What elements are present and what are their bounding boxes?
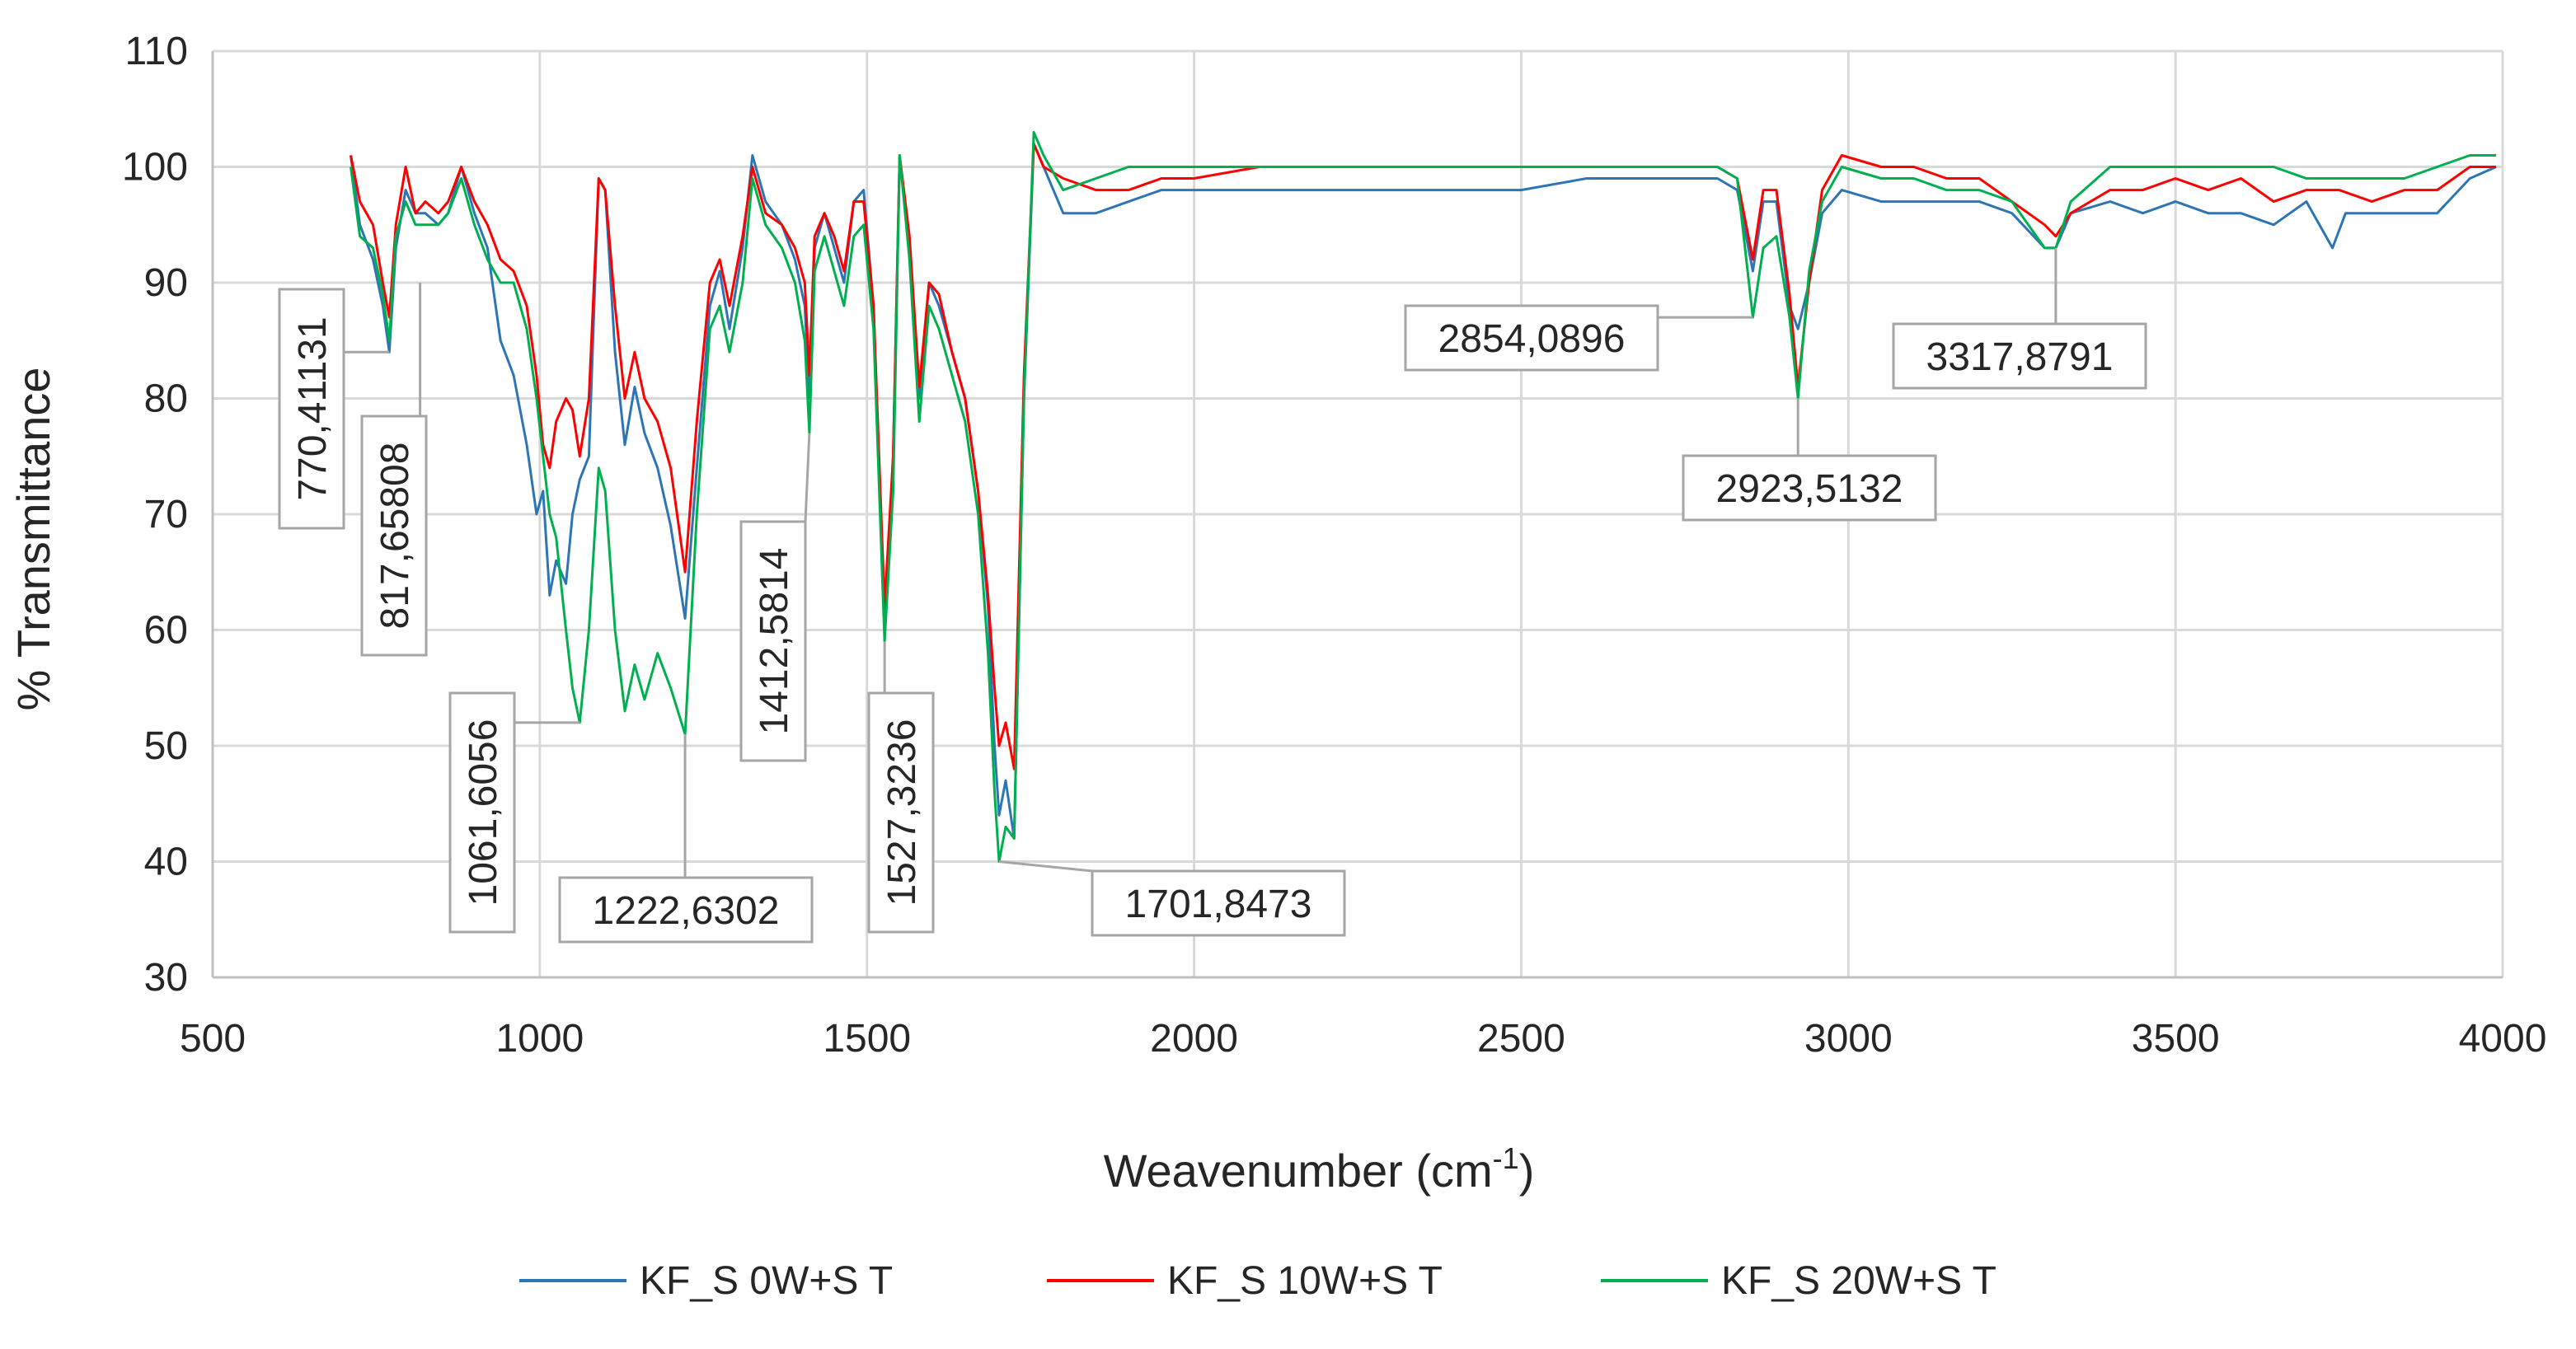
annotation-callout: 817,65808: [360, 415, 428, 657]
annotation-callout: 1222,6302: [558, 876, 814, 944]
y-tick-label: 30: [144, 956, 188, 1000]
x-axis-title-sup: -1: [1493, 1141, 1519, 1175]
annotation-label: 2923,5132: [1716, 467, 1903, 511]
axes: [211, 51, 2503, 979]
y-tick-label: 80: [144, 377, 188, 421]
series-line-3: [350, 130, 2497, 863]
y-axis-title: % Transmittance: [7, 367, 59, 710]
annotation-box: [739, 520, 807, 762]
legend: KF_S 0W+S T KF_S 10W+S T KF_S 20W+S T: [519, 1259, 1997, 1303]
x-tick-label: 3500: [2132, 1017, 2220, 1061]
annotation-label: 817,65808: [373, 443, 417, 630]
annotation-label: 1061,6056: [462, 719, 505, 906]
legend-label-1: KF_S 0W+S T: [640, 1259, 893, 1303]
annotation-box: [448, 691, 516, 934]
annotation-leader: [804, 433, 811, 522]
series-lines: [350, 130, 2497, 863]
legend-label-3: KF_S 20W+S T: [1721, 1259, 1997, 1303]
y-tick-label: 100: [122, 146, 188, 190]
y-tick-label: 60: [144, 609, 188, 653]
annotation-callout: 1701,8473: [1091, 869, 1346, 937]
annotation-box: [558, 876, 814, 944]
annotation-callout: 2854,0896: [1404, 304, 1659, 372]
annotation-box: [867, 691, 935, 934]
annotation-callout: 770,41131: [278, 288, 345, 530]
grid: [211, 49, 2504, 979]
annotation-label: 1222,6302: [593, 889, 780, 933]
x-axis-title-main: Weavenumber (cm: [1104, 1145, 1493, 1197]
y-tick-label: 40: [144, 841, 188, 884]
annotation-label: 1701,8473: [1125, 883, 1312, 926]
annotation-label: 1527,3236: [880, 719, 924, 906]
annotation-callout: 1061,6056: [448, 691, 516, 934]
y-tick-label: 110: [124, 30, 188, 73]
annotation-box: [278, 288, 345, 530]
y-tick-label: 70: [144, 493, 188, 536]
annotation-box: [1091, 869, 1346, 937]
x-tick-label: 500: [180, 1017, 246, 1061]
annotation-label: 3317,8791: [1926, 335, 2114, 379]
annotation-label: 1412,5814: [753, 548, 796, 735]
y-tick-label: 90: [144, 261, 188, 305]
y-tick-label: 50: [144, 724, 188, 768]
x-tick-label: 1000: [495, 1017, 584, 1061]
x-tick-label: 2500: [1477, 1017, 1565, 1061]
annotation-callout: 1412,5814: [739, 520, 807, 762]
annotations: 770,41131 817,65808 1061,6056 1222,6302 1412…: [278, 247, 2147, 944]
x-axis-title-close: ): [1519, 1145, 1535, 1197]
series-line-2: [350, 142, 2497, 771]
annotation-callout: 1527,3236: [867, 691, 935, 934]
annotation-box: [1682, 454, 1937, 522]
annotation-callout: 2923,5132: [1682, 454, 1937, 522]
annotation-box: [1404, 304, 1659, 372]
annotation-label: 770,41131: [291, 316, 335, 500]
annotation-box: [1892, 322, 2147, 390]
annotation-label: 2854,0896: [1438, 317, 1626, 361]
x-tick-label: 3000: [1804, 1017, 1893, 1061]
tick-labels: 30 40 50 60 70 80 90 100 110 500 1000 1500 2000 2500 3…: [122, 30, 2546, 1061]
annotation-callout: 3317,8791: [1892, 322, 2147, 390]
annotation-leader: [998, 860, 1093, 873]
legend-label-2: KF_S 10W+S T: [1167, 1259, 1443, 1303]
x-tick-label: 2000: [1150, 1017, 1238, 1061]
annotation-box: [360, 415, 428, 657]
x-tick-label: 1500: [823, 1017, 911, 1061]
x-axis-title: Weavenumber (cm-1): [1104, 1141, 1535, 1197]
x-tick-label: 4000: [2459, 1017, 2547, 1061]
